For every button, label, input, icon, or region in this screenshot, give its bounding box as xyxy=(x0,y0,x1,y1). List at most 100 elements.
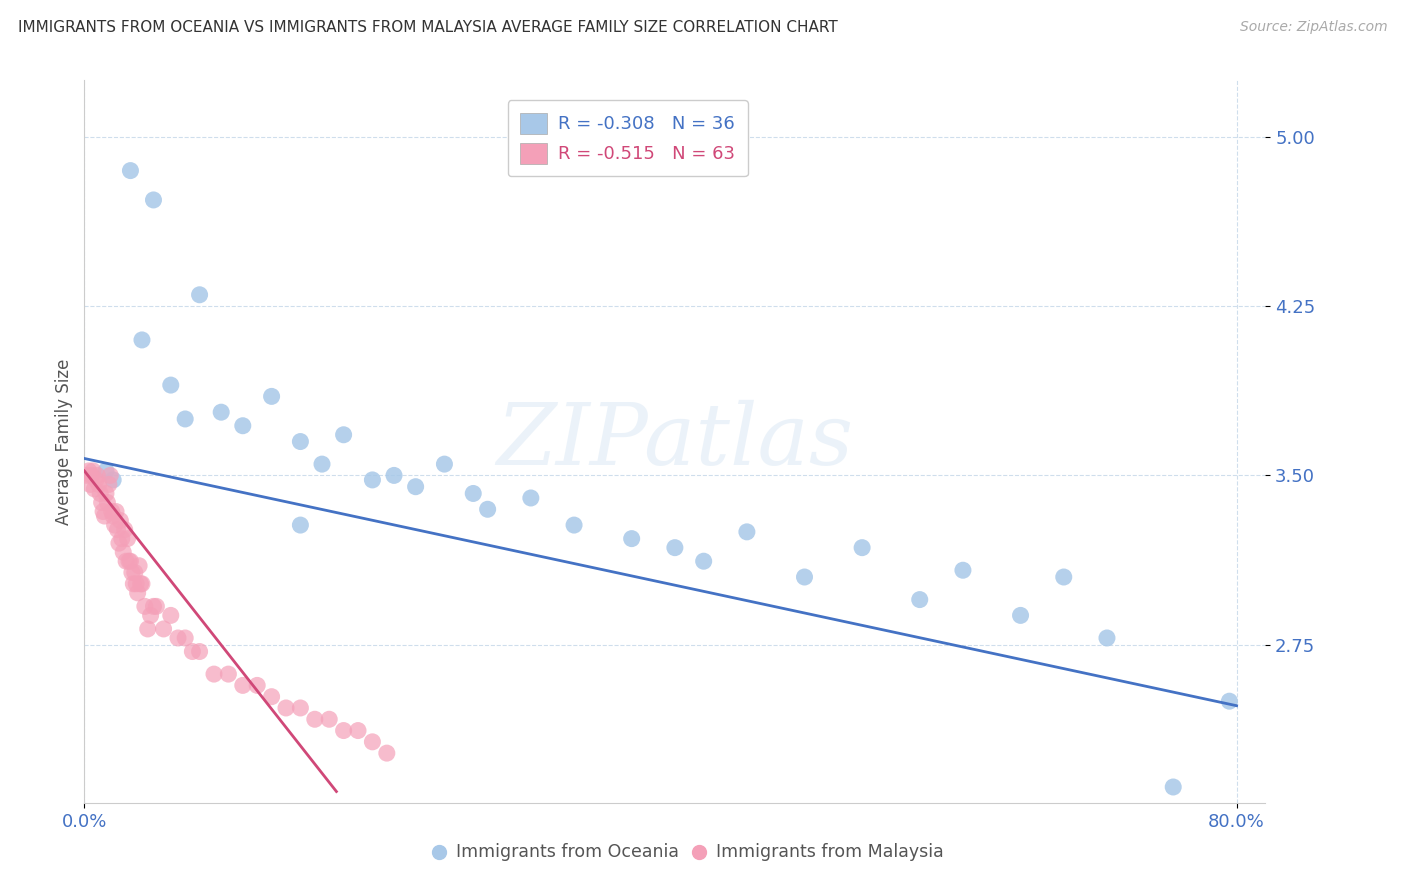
Point xyxy=(84,473,107,487)
Point xyxy=(562,518,585,533)
Point xyxy=(79,477,101,491)
Point xyxy=(209,405,232,419)
Point xyxy=(76,468,98,483)
Point xyxy=(107,523,129,537)
Point xyxy=(1053,570,1076,584)
Point xyxy=(105,504,128,518)
Point xyxy=(246,678,269,692)
Point xyxy=(433,457,456,471)
Point xyxy=(952,563,974,577)
Point xyxy=(104,518,127,533)
Text: Source: ZipAtlas.com: Source: ZipAtlas.com xyxy=(1240,20,1388,34)
Point xyxy=(332,723,354,738)
Point xyxy=(142,599,165,614)
Point xyxy=(290,518,312,533)
Text: IMMIGRANTS FROM OCEANIA VS IMMIGRANTS FROM MALAYSIA AVERAGE FAMILY SIZE CORRELAT: IMMIGRANTS FROM OCEANIA VS IMMIGRANTS FR… xyxy=(18,20,838,35)
Point xyxy=(94,464,117,478)
Point xyxy=(127,586,149,600)
Point xyxy=(87,477,110,491)
Point xyxy=(89,486,111,500)
Point xyxy=(93,509,115,524)
Point xyxy=(86,468,108,483)
Point xyxy=(202,667,225,681)
Point xyxy=(120,163,142,178)
Point xyxy=(83,482,105,496)
Point xyxy=(405,480,427,494)
Point xyxy=(851,541,873,555)
Point xyxy=(188,644,211,658)
Point xyxy=(125,576,148,591)
Point xyxy=(80,468,103,483)
Point xyxy=(347,723,370,738)
Point xyxy=(114,523,136,537)
Point xyxy=(145,599,167,614)
Point xyxy=(121,566,143,580)
Point xyxy=(159,608,181,623)
Point xyxy=(793,570,815,584)
Point xyxy=(361,473,384,487)
Point xyxy=(152,622,174,636)
Point xyxy=(110,514,132,528)
Point xyxy=(1010,608,1032,623)
Point xyxy=(174,631,197,645)
Point xyxy=(139,608,162,623)
Point xyxy=(174,412,197,426)
Text: ZIPatlas: ZIPatlas xyxy=(496,401,853,483)
Point xyxy=(117,532,139,546)
Point xyxy=(260,389,283,403)
Point xyxy=(1218,694,1240,708)
Point xyxy=(115,554,138,568)
Point xyxy=(108,536,131,550)
Point xyxy=(477,502,499,516)
Point xyxy=(664,541,686,555)
Point xyxy=(375,746,398,760)
Point xyxy=(290,701,312,715)
Point xyxy=(128,558,150,573)
Point xyxy=(101,509,124,524)
Point xyxy=(97,477,120,491)
Point xyxy=(118,554,141,568)
Point xyxy=(131,333,153,347)
Point xyxy=(463,486,485,500)
Point xyxy=(908,592,931,607)
Point xyxy=(142,193,165,207)
Point xyxy=(100,504,122,518)
Point xyxy=(90,495,112,509)
Point xyxy=(112,545,135,559)
Text: Immigrants from Oceania: Immigrants from Oceania xyxy=(457,843,679,861)
Point xyxy=(318,712,340,726)
Point xyxy=(122,576,145,591)
Point xyxy=(96,495,118,509)
Point xyxy=(82,464,104,478)
Point xyxy=(131,576,153,591)
Point xyxy=(382,468,405,483)
Point xyxy=(332,427,354,442)
Point xyxy=(124,566,146,580)
Text: Immigrants from Malaysia: Immigrants from Malaysia xyxy=(716,843,943,861)
Legend: R = -0.308   N = 36, R = -0.515   N = 63: R = -0.308 N = 36, R = -0.515 N = 63 xyxy=(508,100,748,176)
Point xyxy=(361,735,384,749)
Point xyxy=(98,468,121,483)
Point xyxy=(188,287,211,301)
Point xyxy=(134,599,156,614)
Point xyxy=(260,690,283,704)
Point xyxy=(217,667,239,681)
Point xyxy=(311,457,333,471)
Point xyxy=(167,631,190,645)
Point xyxy=(520,491,543,505)
Point xyxy=(1161,780,1184,794)
Point xyxy=(120,554,142,568)
Point xyxy=(101,473,124,487)
Point xyxy=(94,486,117,500)
Point xyxy=(136,622,159,636)
Point xyxy=(304,712,326,726)
Point xyxy=(129,576,152,591)
Point xyxy=(692,554,714,568)
Point xyxy=(1095,631,1118,645)
Point xyxy=(620,532,643,546)
Point xyxy=(290,434,312,449)
Point xyxy=(77,464,100,478)
Point xyxy=(111,532,134,546)
Y-axis label: Average Family Size: Average Family Size xyxy=(55,359,73,524)
Point xyxy=(735,524,758,539)
